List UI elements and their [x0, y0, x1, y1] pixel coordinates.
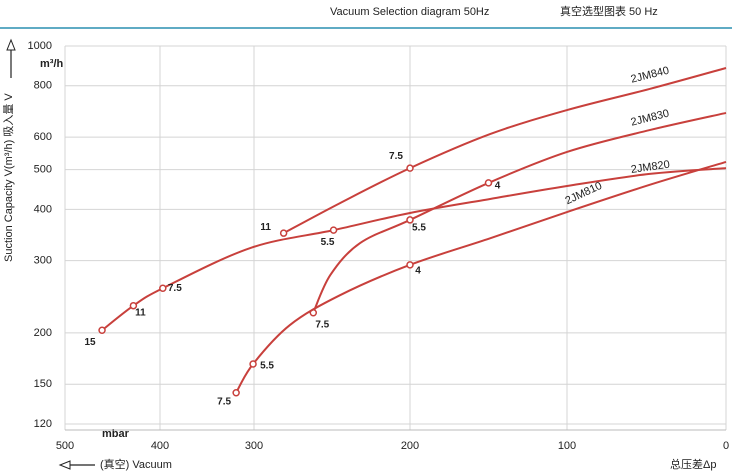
x-tick-label: 500 — [56, 440, 74, 452]
point-label: 5.5 — [412, 223, 426, 234]
y-tick-label: 300 — [34, 255, 52, 267]
y-tick-label: 600 — [34, 131, 52, 143]
chart-subtitle: 真空选型图表 50 Hz — [560, 4, 658, 18]
series-name: 2JM820 — [630, 159, 670, 176]
series-line — [312, 111, 727, 314]
y-arrow — [6, 38, 16, 78]
point-label: 7.5 — [168, 283, 182, 294]
x-tick-label: 0 — [723, 440, 729, 452]
point-marker — [249, 360, 257, 368]
point-marker — [406, 261, 414, 269]
point-label: 5.5 — [321, 237, 335, 248]
point-marker — [329, 226, 338, 234]
x-unit: mbar — [102, 428, 130, 440]
x-tick-label: 300 — [245, 440, 263, 452]
point-label: 15 — [84, 337, 96, 348]
point-marker — [279, 229, 288, 237]
point-label: 11 — [135, 307, 146, 318]
series-name: 2JM840 — [630, 65, 671, 86]
point-label: 7.5 — [217, 396, 231, 407]
y-tick-label: 500 — [34, 163, 52, 175]
series-line — [101, 167, 727, 332]
x-tick-label: 200 — [401, 440, 419, 452]
y-tick-label: 120 — [34, 418, 52, 430]
y-axis-label: Suction Capacity V(m³/h) 吸入量 V — [2, 93, 15, 262]
point-marker — [159, 284, 167, 292]
point-label: 7.5 — [315, 319, 329, 330]
y-tick-label: 150 — [34, 378, 52, 390]
point-marker — [406, 216, 414, 224]
y-tick-label: 200 — [34, 327, 52, 339]
x-tick-label: 400 — [151, 440, 169, 452]
y-tick-label: 800 — [34, 80, 52, 92]
point-label: 4 — [415, 265, 421, 276]
point-marker — [232, 388, 240, 397]
point-label: 11 — [260, 222, 271, 233]
chart-title: Vacuum Selection diagram 50Hz — [330, 6, 489, 18]
y-tick-label: 400 — [34, 203, 52, 215]
point-marker — [129, 301, 138, 310]
point-label: 7.5 — [389, 151, 403, 162]
point-marker — [406, 164, 414, 172]
x-axis-label: (真空) Vacuum — [100, 457, 172, 471]
y-tick-label: 1000 — [28, 40, 52, 52]
x-tick-label: 100 — [558, 440, 576, 452]
series-line — [283, 67, 727, 235]
point-marker — [98, 326, 106, 335]
y-unit: m³/h — [40, 58, 64, 70]
point-marker — [484, 179, 493, 187]
x-arrow — [58, 460, 95, 470]
x-axis-label-right: 总压差Δp — [670, 457, 716, 471]
point-label: 4 — [495, 181, 501, 192]
series-name: 2JM830 — [630, 108, 671, 129]
point-label: 5.5 — [260, 361, 274, 372]
series-line — [235, 160, 727, 394]
